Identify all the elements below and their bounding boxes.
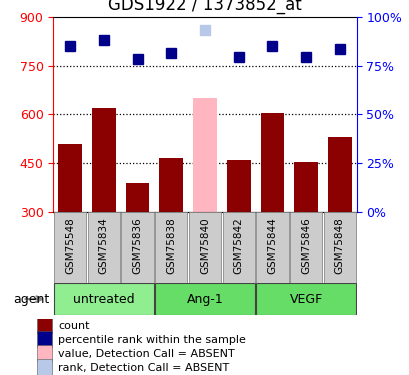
Bar: [222, 212, 254, 283]
Bar: [327, 137, 351, 212]
Bar: [37, 359, 52, 375]
Bar: [226, 160, 250, 212]
Text: Ang-1: Ang-1: [186, 292, 223, 306]
Text: VEGF: VEGF: [289, 292, 322, 306]
Text: GSM75834: GSM75834: [99, 217, 109, 274]
Text: rank, Detection Call = ABSENT: rank, Detection Call = ABSENT: [58, 363, 229, 373]
Bar: [159, 158, 183, 212]
Bar: [189, 212, 220, 283]
Bar: [260, 113, 283, 212]
Bar: [126, 183, 149, 212]
Text: GSM75836: GSM75836: [132, 217, 142, 274]
Text: GSM75844: GSM75844: [267, 217, 277, 274]
Bar: [323, 212, 355, 283]
Text: GSM75842: GSM75842: [233, 217, 243, 274]
Bar: [294, 162, 317, 212]
Bar: [92, 108, 115, 212]
Text: GSM75848: GSM75848: [334, 217, 344, 274]
Bar: [37, 317, 52, 333]
Title: GDS1922 / 1373852_at: GDS1922 / 1373852_at: [108, 0, 301, 14]
Bar: [155, 283, 254, 315]
Bar: [88, 212, 120, 283]
Text: GSM75548: GSM75548: [65, 217, 75, 274]
Bar: [256, 212, 288, 283]
Text: agent: agent: [13, 292, 49, 306]
Bar: [58, 144, 82, 212]
Bar: [256, 283, 355, 315]
Bar: [54, 212, 86, 283]
Text: untreated: untreated: [73, 292, 134, 306]
Text: percentile rank within the sample: percentile rank within the sample: [58, 335, 245, 345]
Text: GSM75846: GSM75846: [300, 217, 310, 274]
Bar: [155, 212, 187, 283]
Text: GSM75838: GSM75838: [166, 217, 176, 274]
Bar: [54, 283, 153, 315]
Text: GSM75840: GSM75840: [200, 217, 209, 274]
Bar: [193, 98, 216, 212]
Bar: [121, 212, 153, 283]
Bar: [289, 212, 321, 283]
Bar: [37, 331, 52, 346]
Text: count: count: [58, 321, 90, 331]
Bar: [37, 345, 52, 361]
Text: value, Detection Call = ABSENT: value, Detection Call = ABSENT: [58, 349, 234, 359]
